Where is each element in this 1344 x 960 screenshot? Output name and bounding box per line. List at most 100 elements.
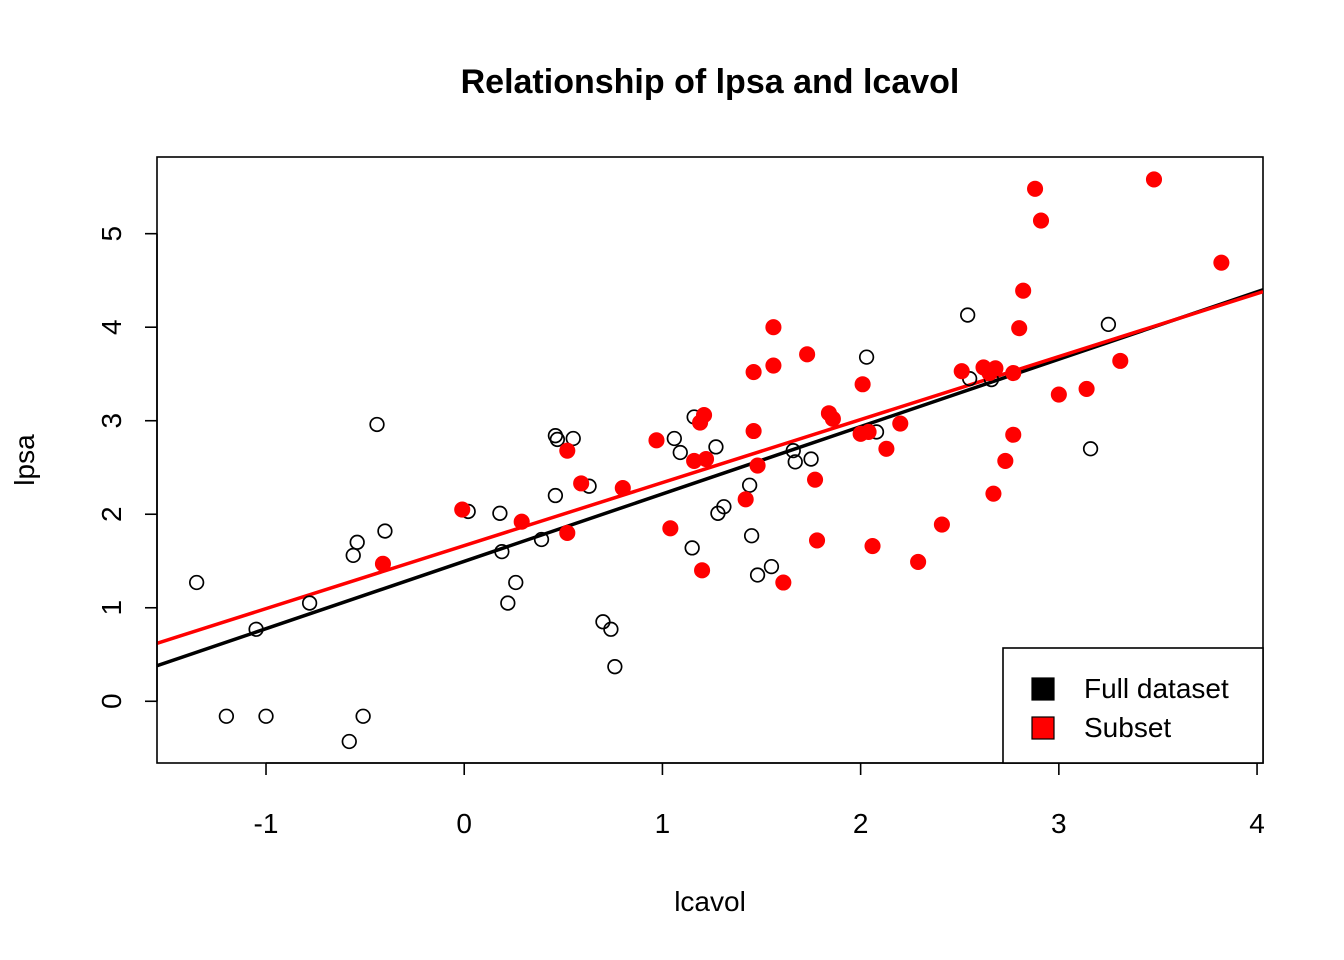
legend: Full dataset Subset: [1002, 647, 1264, 764]
subset-point: [892, 415, 909, 432]
y-axis-title: lpsa: [9, 434, 40, 486]
subset-point: [749, 457, 766, 474]
full-dataset-point: [743, 528, 760, 544]
subset-point: [374, 555, 392, 572]
full-dataset-point: [377, 523, 393, 539]
subset-point: [1032, 212, 1050, 229]
data-points: [188, 171, 1230, 750]
subset-point: [1112, 352, 1129, 369]
full-dataset-point: [595, 614, 611, 630]
full-dataset-point: [508, 574, 524, 591]
subset-point: [987, 360, 1004, 377]
subset-point: [997, 452, 1014, 469]
legend-box: [1002, 647, 1264, 764]
subset-point: [614, 480, 631, 497]
full-dataset-point: [716, 499, 732, 515]
subset-point: [1015, 282, 1032, 299]
subset-point: [765, 357, 782, 374]
full-dataset-point: [188, 574, 205, 591]
subset-point: [648, 432, 665, 449]
full-dataset-point: [607, 659, 623, 675]
chart-title: Relationship of lpsa and lcavol: [461, 63, 960, 101]
fit-line: [157, 288, 1263, 668]
legend-label: Full dataset: [1084, 673, 1229, 704]
full-dataset-point: [708, 439, 724, 455]
full-dataset-point: [341, 733, 357, 750]
full-dataset-point: [345, 547, 361, 564]
full-dataset-point: [248, 621, 264, 637]
full-dataset-point: [349, 534, 365, 550]
subset-point: [765, 319, 782, 336]
legend-label: Subset: [1084, 712, 1171, 743]
subset-point: [953, 363, 970, 380]
subset-point: [1011, 320, 1028, 337]
subset-point: [697, 451, 715, 468]
full-dataset-point: [494, 543, 510, 560]
full-dataset-point: [301, 595, 318, 611]
regression-lines: [157, 288, 1263, 668]
full-dataset-point: [603, 621, 619, 637]
subset-point: [573, 475, 590, 492]
y-axis: 0 1 2 3 4 5: [96, 226, 158, 709]
x-tick-label: 2: [853, 808, 869, 839]
legend-swatch: [1031, 716, 1055, 740]
x-tick-label: 3: [1051, 808, 1067, 839]
full-dataset-point: [1100, 316, 1117, 333]
subset-point: [745, 422, 762, 440]
subset-point: [854, 376, 871, 393]
subset-point: [662, 520, 679, 537]
full-dataset-point: [741, 477, 758, 493]
full-dataset-point: [218, 708, 235, 724]
subset-point: [696, 407, 713, 424]
y-tick-label: 3: [96, 413, 127, 429]
subset-point: [933, 516, 950, 533]
subset-point: [1145, 171, 1163, 188]
full-dataset-point: [533, 531, 550, 548]
full-dataset-point: [803, 451, 819, 467]
subset-point: [694, 562, 711, 579]
subset-point: [878, 440, 895, 457]
full-dataset-point: [547, 487, 564, 504]
full-dataset-point: [749, 567, 766, 583]
subset-point: [824, 410, 841, 427]
full-dataset-point: [500, 595, 516, 611]
subset-point: [1213, 254, 1230, 271]
y-tick-label: 5: [96, 226, 127, 242]
x-tick-label: 0: [456, 808, 472, 839]
subset-point: [864, 537, 881, 555]
subset-point: [808, 532, 826, 549]
full-dataset-point: [1082, 441, 1099, 457]
subset-point: [737, 491, 754, 508]
full-dataset-point: [666, 430, 682, 447]
x-tick-label: 4: [1249, 808, 1265, 839]
subset-point: [1005, 364, 1022, 382]
fit-line: [157, 289, 1263, 645]
legend-swatch: [1031, 677, 1055, 701]
subset-point: [985, 485, 1002, 502]
subset-point: [1078, 380, 1095, 397]
full-dataset-point: [763, 558, 780, 575]
full-dataset-point: [672, 444, 688, 461]
subset-point: [1050, 386, 1067, 403]
y-tick-label: 1: [96, 600, 127, 616]
full-dataset-point: [684, 540, 700, 556]
full-dataset-point: [785, 442, 801, 459]
full-dataset-point: [355, 708, 371, 724]
subset-point: [860, 423, 877, 440]
subset-point: [559, 442, 576, 459]
full-dataset-point: [960, 307, 976, 323]
full-dataset-point: [369, 416, 385, 433]
full-dataset-point: [258, 708, 274, 724]
subset-point: [1005, 426, 1022, 443]
x-axis-title: lcavol: [674, 886, 746, 917]
subset-point: [454, 501, 471, 518]
y-tick-label: 2: [96, 506, 127, 522]
x-tick-label: -1: [254, 808, 279, 839]
subset-point: [1027, 180, 1044, 197]
x-tick-label: 1: [655, 808, 671, 839]
subset-point: [807, 471, 824, 488]
full-dataset-point: [492, 505, 508, 521]
x-axis: -1 0 1 2 3 4: [254, 762, 1265, 839]
subset-point: [775, 574, 792, 591]
